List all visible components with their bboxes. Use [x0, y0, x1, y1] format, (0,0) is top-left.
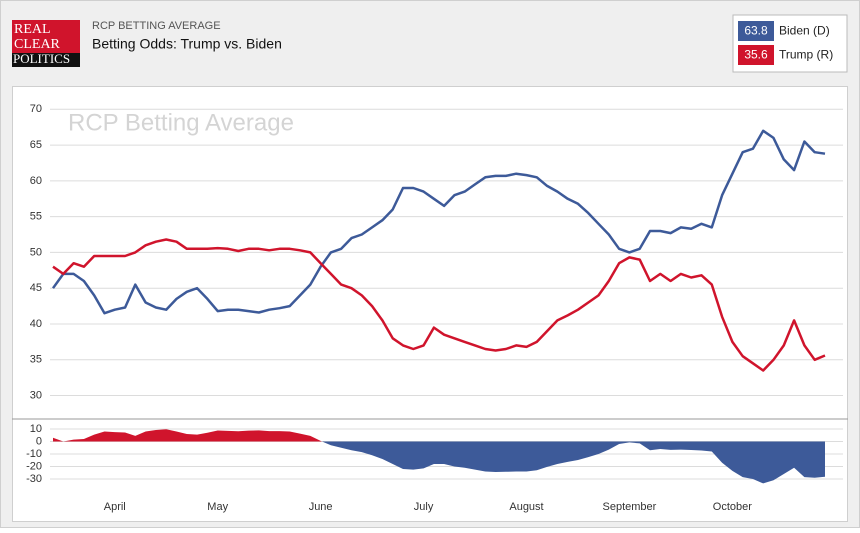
logo: REAL CLEAR POLITICS [12, 20, 80, 67]
logo-text: CLEAR [14, 37, 61, 52]
y-tick-label: 10 [30, 423, 42, 435]
y-tick-label: 55 [30, 211, 42, 223]
legend-value: 63.8 [744, 24, 768, 38]
chart-title: Betting Odds: Trump vs. Biden [92, 36, 282, 52]
logo-text: REAL [14, 22, 51, 37]
y-tick-label: 60 [30, 175, 42, 187]
line-series [51, 129, 826, 315]
logo-red [12, 20, 80, 53]
line-series [52, 238, 826, 372]
spread-area-positive [53, 429, 825, 442]
legend-value: 35.6 [744, 48, 768, 62]
x-tick-label: September [603, 501, 657, 513]
x-tick-label: May [207, 501, 228, 513]
y-tick-label: 45 [30, 282, 42, 294]
x-tick-label: July [414, 501, 434, 513]
kicker: RCP BETTING AVERAGE [92, 20, 221, 32]
x-tick-label: April [104, 501, 126, 513]
x-tick-label: October [713, 501, 752, 513]
watermark: RCP Betting Average [68, 109, 294, 136]
logo-black [12, 53, 80, 67]
x-tick-label: August [509, 501, 543, 513]
y-tick-label: 0 [36, 435, 42, 447]
y-tick-label: -20 [26, 460, 42, 472]
y-tick-label: 30 [30, 389, 42, 401]
legend-swatch [738, 45, 774, 65]
y-tick-label: 65 [30, 139, 42, 151]
spread-area-negative [53, 441, 825, 484]
y-tick-label: 50 [30, 246, 42, 258]
legend-label: Biden (D) [779, 24, 830, 38]
legend-label: Trump (R) [779, 48, 833, 62]
y-tick-label: 70 [30, 103, 42, 115]
y-tick-label: -10 [26, 448, 42, 460]
y-tick-label: -30 [26, 473, 42, 485]
logo-text: POLITICS [13, 51, 70, 66]
x-tick-label: June [309, 501, 333, 513]
legend-swatch [738, 21, 774, 41]
y-tick-label: 40 [30, 318, 42, 330]
y-tick-label: 35 [30, 354, 42, 366]
